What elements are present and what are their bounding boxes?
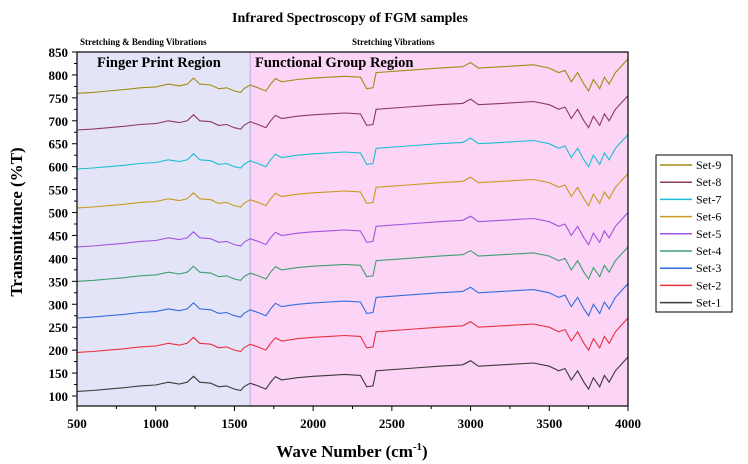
- y-tick-label: 500: [49, 206, 69, 221]
- region-label: Finger Print Region: [97, 55, 221, 71]
- x-tick-label: 1500: [221, 416, 247, 431]
- x-axis-label-end: ): [422, 442, 428, 461]
- series-line-set-5: [76, 212, 629, 248]
- region-header: Stretching Vibrations: [352, 37, 435, 47]
- y-tick-label: 300: [49, 297, 69, 312]
- region-band: [77, 52, 251, 406]
- x-axis-label: Wave Number (cm-1): [276, 441, 427, 461]
- legend-label: Set-2: [696, 278, 721, 292]
- series-line-set-2: [76, 317, 629, 353]
- chart-title: Infrared Spectroscopy of FGM samples: [232, 11, 468, 26]
- y-tick-label: 700: [49, 114, 69, 129]
- series-line-set-8: [76, 95, 629, 131]
- series-line-set-9: [76, 58, 629, 94]
- y-tick-label: 350: [49, 274, 69, 289]
- legend-label: Set-3: [696, 261, 721, 275]
- y-tick-label: 200: [49, 343, 69, 358]
- x-tick-label: 2000: [300, 416, 326, 431]
- x-tick-label: 1000: [143, 416, 169, 431]
- series-line-set-6: [76, 173, 629, 209]
- series-line-set-1: [76, 356, 629, 392]
- legend-label: Set-6: [696, 210, 721, 224]
- series-line-set-7: [76, 134, 629, 170]
- x-tick-label: 4000: [615, 416, 641, 431]
- region-band: [250, 52, 628, 406]
- region-header: Stretching & Bending Vibrations: [80, 37, 207, 47]
- y-tick-label: 850: [49, 45, 69, 60]
- y-tick-label: 400: [49, 251, 69, 266]
- legend-label: Set-7: [696, 192, 721, 206]
- y-tick-label: 450: [49, 228, 69, 243]
- x-tick-label: 3500: [536, 416, 562, 431]
- region-label: Functional Group Region: [255, 55, 413, 71]
- legend-label: Set-5: [696, 227, 721, 241]
- y-tick-label: 800: [49, 68, 69, 83]
- series-line-set-4: [76, 246, 629, 282]
- y-tick-label: 550: [49, 183, 69, 198]
- legend-label: Set-1: [696, 296, 721, 310]
- x-tick-label: 500: [67, 416, 87, 431]
- y-axis-label: Transmittance (%T): [7, 147, 26, 296]
- x-axis-label-sup: -1: [413, 441, 422, 453]
- series-line-set-3: [76, 283, 629, 319]
- x-axis-label-main: Wave Number (cm: [276, 442, 413, 461]
- y-tick-label: 650: [49, 137, 69, 152]
- y-tick-label: 150: [49, 366, 69, 381]
- legend-label: Set-8: [696, 175, 721, 189]
- x-tick-label: 2500: [379, 416, 405, 431]
- y-tick-label: 600: [49, 160, 69, 175]
- y-tick-label: 250: [49, 320, 69, 335]
- legend-label: Set-4: [696, 244, 721, 258]
- legend-label: Set-9: [696, 158, 721, 172]
- y-tick-label: 100: [49, 389, 69, 404]
- x-tick-label: 3000: [458, 416, 484, 431]
- y-tick-label: 750: [49, 91, 69, 106]
- legend: Set-9 Set-8 Set-7 Set-6 Set-5 Set-4 Set-3 Set-2…: [655, 154, 733, 313]
